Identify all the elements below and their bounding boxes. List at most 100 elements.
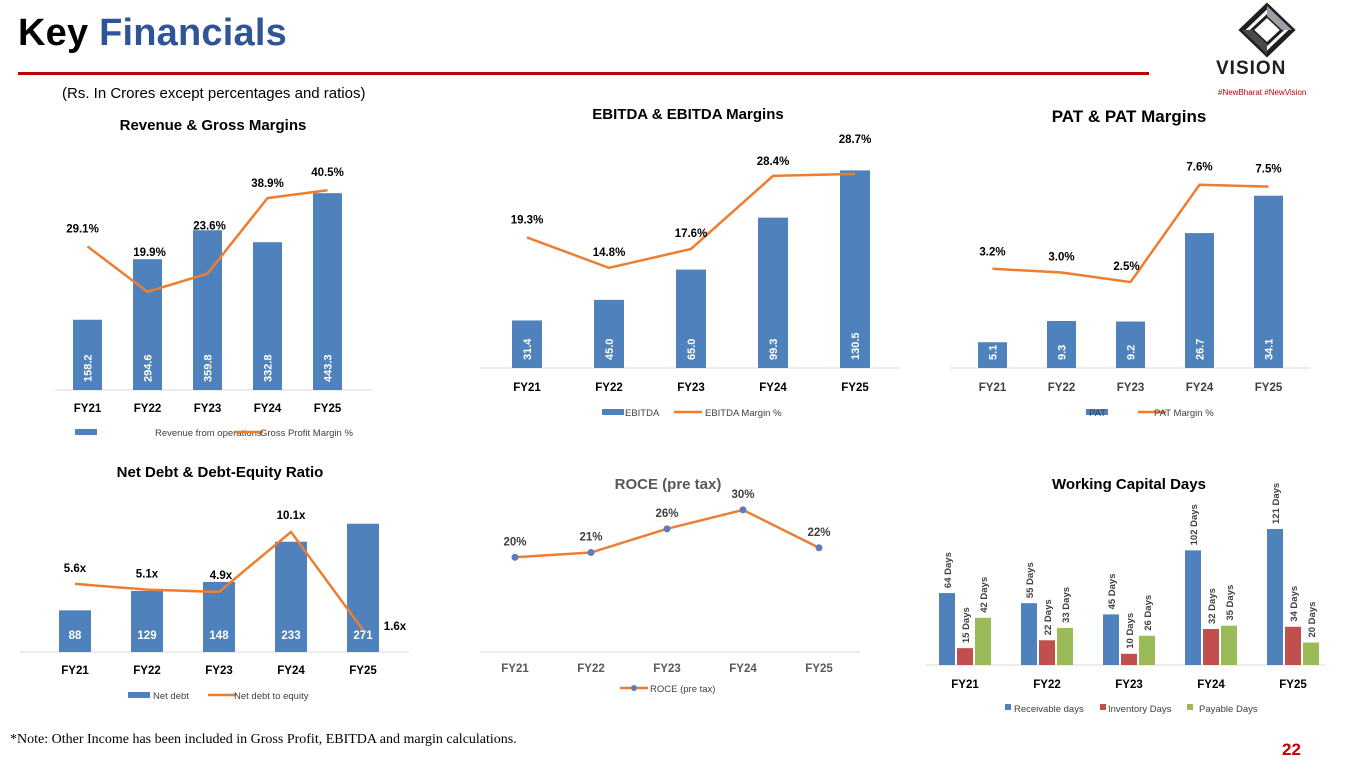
legend-swatch [1005,704,1011,710]
legend-label: EBITDA [625,408,660,419]
title-part-2: Financials [99,12,287,54]
bar-value-label: 121 Days [1271,483,1282,524]
legend-label: Inventory Days [1108,704,1172,715]
line-value-label: 3.2% [979,247,1005,259]
bar-payable-days-fy22 [1057,627,1073,665]
roce-point-fy21 [511,553,519,561]
category-label: FY22 [1048,382,1076,394]
bar-value-label: 64 Days [943,552,954,588]
bar-value-label: 332.8 [263,354,275,382]
line-series-ebitda [526,172,856,270]
line-series-pat [992,183,1269,284]
category-label: FY24 [1186,382,1214,394]
chart-title: PAT & PAT Margins [1052,107,1207,126]
category-label: FY21 [513,382,541,394]
chart-title: ROCE (pre tax) [615,476,722,493]
legend-swatch-bar [1086,409,1108,415]
bar-payable-days-fy25 [1303,642,1319,665]
line-value-label: 28.4% [757,156,790,168]
category-label: FY23 [653,663,681,675]
line-value-label: 10.1x [277,510,306,522]
roce-value-label: 20% [503,536,526,548]
page-number: 22 [1282,740,1301,759]
bar-value-label: 294.6 [143,354,155,382]
tagline: #NewBharat #NewVision [1218,88,1307,97]
title-divider [18,72,1149,75]
category-label: FY24 [759,382,787,394]
bar-receivable-days-fy21 [939,593,955,665]
bar-fy25 [347,523,379,652]
revenue-chart: Revenue & Gross Margins 158.2 FY21 294.6 FY2… [55,117,372,439]
legend-label: ROCE (pre tax) [650,684,715,695]
legend-label: Payable Days [1199,704,1258,715]
bar-fy21 [978,342,1007,368]
roce-value-label: 21% [579,532,602,544]
roce-value-label: 26% [655,508,678,520]
bar-fy22 [133,259,162,390]
chart-title: EBITDA & EBITDA Margins [592,106,783,123]
roce-value-label: 22% [807,527,830,539]
bar-value-label: 34 Days [1289,586,1300,622]
category-label: FY25 [1255,382,1283,394]
category-label: FY22 [134,403,162,415]
category-label: FY25 [805,663,833,675]
bar-value-label: 45 Days [1107,573,1118,609]
category-label: FY24 [254,403,282,415]
bar-value-label: 130.5 [850,332,862,360]
roce-point-fy24 [739,506,747,514]
footnote: *Note: Other Income has been included in… [10,732,517,747]
legend-swatch-bar [75,429,97,435]
bar-receivable-days-fy25 [1267,529,1283,665]
category-label: FY23 [1115,679,1143,691]
bar-value-label: 45.0 [604,339,616,360]
category-label: FY23 [1117,382,1145,394]
line-value-label: 14.8% [593,247,626,259]
category-label: FY21 [979,382,1007,394]
bar-value-label: 158.2 [83,354,95,382]
bar-value-label: 233 [281,630,300,642]
bar-payable-days-fy21 [975,617,991,665]
legend-swatch-bar [602,409,624,415]
bar-fy21 [73,319,102,390]
bar-fy23 [676,269,706,368]
bar-fy23 [1116,321,1145,368]
category-label: FY23 [205,665,233,677]
line-value-label: 40.5% [311,167,344,179]
line-value-label: 29.1% [66,223,99,235]
bar-value-label: 42 Days [979,577,990,613]
bar-fy23 [193,230,222,390]
bar-value-label: 9.3 [1057,345,1069,360]
bar-value-label: 26.7 [1195,339,1207,360]
bar-value-label: 26 Days [1143,595,1154,631]
chart-title: Working Capital Days [1052,476,1206,493]
legend-swatch-marker [631,685,637,691]
category-label: FY23 [194,403,222,415]
bar-value-label: 359.8 [203,354,215,382]
line-value-label: 19.9% [133,247,166,259]
bar-value-label: 5.1 [988,345,1000,360]
bar-value-label: 35 Days [1225,585,1236,621]
title-part-1: Key [18,12,89,54]
category-label: FY21 [74,403,102,415]
line-series-revenue [86,188,328,294]
pat-chart: PAT & PAT Margins 5.1 FY21 9.3 FY22 9.2 FY23 26… [950,107,1310,419]
line-value-label: 4.9x [210,570,233,582]
bar-value-label: 271 [353,630,373,642]
bar-fy22 [1047,321,1076,368]
bar-value-label: 55 Days [1025,562,1036,598]
bar-value-label: 33 Days [1061,587,1072,623]
bar-value-label: 102 Days [1189,504,1200,545]
bar-receivable-days-fy23 [1103,614,1119,665]
bar-inventory-days-fy22 [1039,640,1055,665]
legend-swatch [1100,704,1106,710]
category-label: FY21 [61,665,89,677]
roce-point-fy23 [663,525,671,533]
bar-value-label: 65.0 [686,339,698,360]
bar-fy24 [253,242,282,390]
category-label: FY22 [577,663,605,675]
working-capital-chart: Working Capital Days 64 Days 15 Days 42 Day… [925,476,1325,715]
bar-inventory-days-fy21 [957,648,973,665]
logo-text: VISION [1216,58,1287,79]
netdebt-chart: Net Debt & Debt-Equity Ratio 88 FY21 129 FY2… [20,464,409,702]
line-value-label: 1.6x [384,621,407,633]
